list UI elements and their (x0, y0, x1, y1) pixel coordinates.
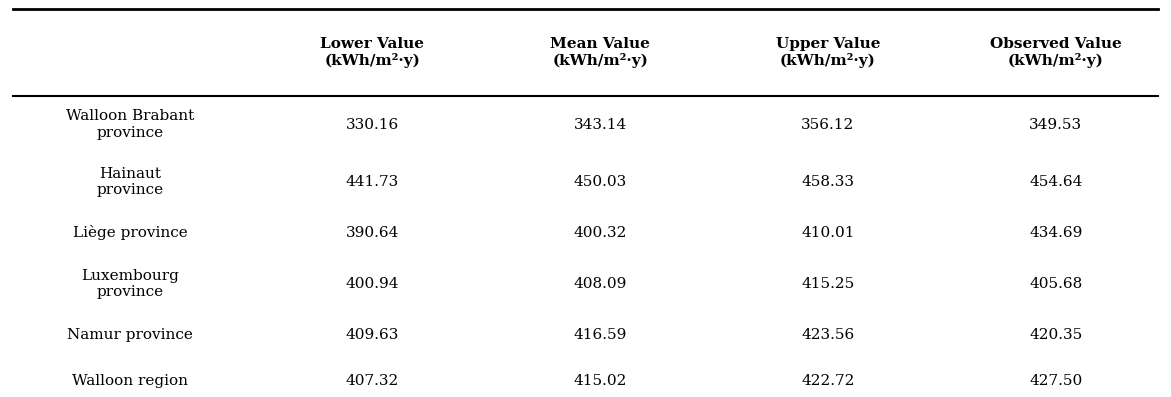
Text: 400.94: 400.94 (345, 277, 399, 291)
Text: 405.68: 405.68 (1029, 277, 1082, 291)
Text: Namur province: Namur province (67, 328, 193, 343)
Text: 356.12: 356.12 (801, 118, 855, 131)
Text: 415.02: 415.02 (574, 374, 626, 388)
Text: Upper Value
(kWh/m²·y): Upper Value (kWh/m²·y) (775, 37, 881, 68)
Text: 415.25: 415.25 (801, 277, 855, 291)
Text: 400.32: 400.32 (574, 226, 626, 240)
Text: 349.53: 349.53 (1029, 118, 1082, 131)
Text: 420.35: 420.35 (1029, 328, 1082, 343)
Text: 343.14: 343.14 (574, 118, 626, 131)
Text: 441.73: 441.73 (345, 175, 399, 189)
Text: Liège province: Liège province (73, 225, 187, 241)
Text: 458.33: 458.33 (801, 175, 855, 189)
Text: 423.56: 423.56 (801, 328, 855, 343)
Text: 450.03: 450.03 (574, 175, 626, 189)
Text: 422.72: 422.72 (801, 374, 855, 388)
Text: 330.16: 330.16 (345, 118, 399, 131)
Text: 454.64: 454.64 (1029, 175, 1082, 189)
Text: Walloon Brabant
province: Walloon Brabant province (66, 110, 194, 140)
Text: Observed Value
(kWh/m²·y): Observed Value (kWh/m²·y) (989, 37, 1122, 68)
Text: 408.09: 408.09 (574, 277, 626, 291)
Text: 427.50: 427.50 (1029, 374, 1082, 388)
Text: Mean Value
(kWh/m²·y): Mean Value (kWh/m²·y) (550, 37, 650, 68)
Text: Hainaut
province: Hainaut province (96, 167, 164, 197)
Text: 410.01: 410.01 (801, 226, 855, 240)
Text: 416.59: 416.59 (574, 328, 626, 343)
Text: Luxembourg
province: Luxembourg province (81, 269, 179, 299)
Text: 407.32: 407.32 (345, 374, 399, 388)
Text: 434.69: 434.69 (1029, 226, 1082, 240)
Text: 409.63: 409.63 (345, 328, 399, 343)
Text: 390.64: 390.64 (345, 226, 399, 240)
Text: Walloon region: Walloon region (71, 374, 187, 388)
Text: Lower Value
(kWh/m²·y): Lower Value (kWh/m²·y) (321, 37, 424, 68)
